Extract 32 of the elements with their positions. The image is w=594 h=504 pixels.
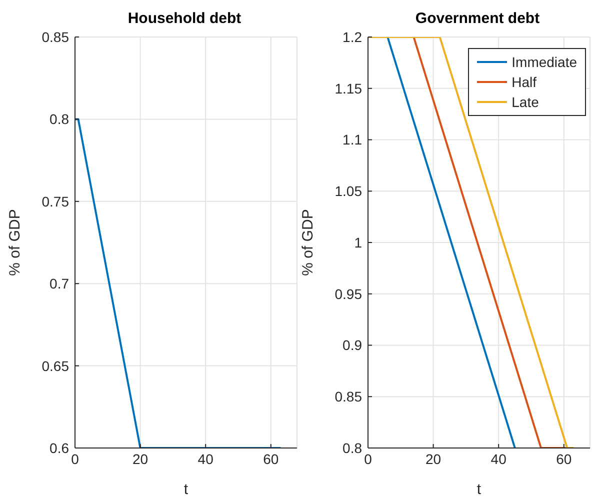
y-tick-label: 0.7 bbox=[50, 276, 70, 292]
y-tick-label: 0.8 bbox=[342, 440, 362, 456]
legend-label: Immediate bbox=[512, 53, 577, 72]
y-tick-label: 0.85 bbox=[42, 28, 70, 45]
y-tick-label: 1.05 bbox=[334, 183, 362, 200]
y-axis-title: % of GDP bbox=[299, 209, 316, 276]
y-tick-label: 0.9 bbox=[342, 337, 362, 354]
y-tick-label: 0.85 bbox=[334, 388, 362, 405]
x-tick-label: 20 bbox=[132, 450, 148, 467]
y-tick-label: 0.65 bbox=[42, 358, 70, 374]
y-axis-title: % of GDP bbox=[6, 209, 24, 276]
legend-label: Late bbox=[512, 93, 539, 112]
y-tick-label: 1.2 bbox=[342, 28, 362, 45]
x-axis-title: t bbox=[184, 481, 189, 498]
x-tick-label: 60 bbox=[263, 450, 279, 467]
legend-label: Half bbox=[512, 73, 537, 92]
x-tick-label: 60 bbox=[556, 450, 572, 467]
y-tick-label: 0.8 bbox=[50, 111, 70, 128]
chart-title: Government debt bbox=[414, 10, 541, 27]
y-tick-label: 1.15 bbox=[334, 80, 362, 96]
chart-title: Household debt bbox=[126, 10, 242, 27]
x-tick-label: 40 bbox=[198, 450, 214, 467]
y-tick-label: 1.1 bbox=[342, 132, 362, 148]
y-tick-label: 0.95 bbox=[334, 286, 362, 302]
x-axis-title: t bbox=[476, 481, 482, 498]
x-tick-label: 0 bbox=[71, 450, 80, 467]
x-tick-label: 40 bbox=[490, 450, 507, 467]
y-tick-label: 0.6 bbox=[50, 440, 70, 456]
x-tick-label: 0 bbox=[364, 450, 372, 467]
y-tick-label: 1 bbox=[354, 234, 362, 250]
y-tick-label: 0.75 bbox=[42, 193, 70, 210]
x-tick-label: 20 bbox=[426, 450, 442, 467]
